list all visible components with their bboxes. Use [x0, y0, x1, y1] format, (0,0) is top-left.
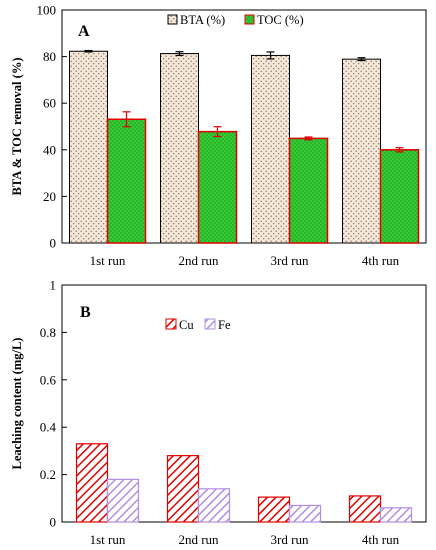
y-ticks-a: 0 20 40 60 80 100 — [37, 3, 67, 251]
x-tick-label: 4th run — [362, 532, 400, 547]
error-bar — [395, 147, 404, 153]
error-bar — [213, 126, 222, 138]
legend-label-bta: BTA (%) — [180, 13, 225, 27]
plot-frame-a — [61, 9, 427, 244]
bars-a — [69, 49, 420, 244]
legend-swatch-toc — [244, 14, 255, 25]
error-bar — [175, 51, 184, 57]
y-tick-label: 20 — [43, 189, 56, 204]
bar-fe-1 — [106, 478, 140, 523]
y-tick-label: 0.4 — [40, 420, 57, 435]
y-axis-title-a: BTA & TOC removal (%) — [10, 58, 24, 196]
bar-bta-4 — [342, 58, 381, 244]
error-bar — [122, 111, 131, 128]
y-tick-label: 0.2 — [40, 467, 56, 482]
panel-a: 0 20 40 60 80 100 1st run 2nd run 3rd run 4th ru… — [10, 3, 427, 268]
bar-toc-3 — [288, 137, 329, 244]
bar-cu-4 — [348, 495, 382, 523]
x-tick-labels-b: 1st run 2nd run 3rd run 4th run — [90, 532, 400, 547]
bars-b — [75, 443, 413, 523]
bar-toc-1 — [106, 118, 147, 244]
x-tick-label: 1st run — [90, 253, 126, 268]
y-tick-label: 0 — [50, 515, 57, 530]
y-tick-label: 0 — [50, 236, 57, 251]
x-tick-label: 4th run — [362, 253, 400, 268]
x-tick-label: 2nd run — [178, 253, 219, 268]
bar-fe-4 — [379, 507, 413, 523]
x-tick-label: 2nd run — [178, 532, 219, 547]
bar-toc-2 — [197, 130, 238, 244]
bar-cu-1 — [75, 443, 109, 523]
legend-label-cu: Cu — [179, 318, 194, 332]
legend-a: BTA (%) TOC (%) — [167, 13, 304, 27]
bar-cu-3 — [257, 496, 291, 523]
y-tick-label: 60 — [43, 96, 56, 111]
error-bar — [304, 136, 313, 141]
panel-label-b: B — [80, 304, 91, 321]
panel-label-a: A — [78, 23, 90, 40]
error-bar — [84, 49, 93, 53]
plot-frame-b — [61, 284, 427, 523]
x-tick-label: 3rd run — [271, 532, 309, 547]
error-bar — [357, 57, 366, 62]
x-tick-label: 1st run — [90, 532, 126, 547]
y-tick-label: 0.6 — [40, 372, 57, 387]
x-tick-label: 3rd run — [271, 253, 309, 268]
bar-bta-3 — [251, 54, 290, 244]
panel-b: 0 0.2 0.4 0.6 0.8 1 1st run 2nd run 3rd run 4th … — [10, 278, 427, 547]
y-tick-label: 0.8 — [40, 325, 56, 340]
bar-bta-2 — [160, 53, 199, 244]
y-tick-label: 80 — [43, 49, 56, 64]
legend-label-fe: Fe — [218, 318, 231, 332]
bar-toc-4 — [379, 149, 420, 244]
x-tick-labels-a: 1st run 2nd run 3rd run 4th run — [90, 253, 400, 268]
bar-fe-3 — [288, 504, 322, 523]
bar-cu-2 — [166, 455, 200, 523]
y-tick-label: 40 — [43, 142, 56, 157]
y-axis-title-b: Leaching content (mg/L) — [10, 338, 24, 470]
legend-b: Cu Fe — [165, 318, 231, 332]
legend-swatch-cu — [165, 318, 177, 330]
y-tick-label: 1 — [50, 278, 57, 293]
y-ticks-b: 0 0.2 0.4 0.6 0.8 1 — [40, 278, 67, 530]
legend-swatch-bta — [167, 14, 178, 25]
error-bar — [266, 51, 275, 60]
bar-fe-2 — [197, 488, 231, 523]
y-tick-label: 100 — [37, 3, 57, 18]
bar-bta-1 — [69, 50, 108, 244]
legend-swatch-fe — [204, 318, 216, 330]
legend-label-toc: TOC (%) — [257, 13, 304, 27]
